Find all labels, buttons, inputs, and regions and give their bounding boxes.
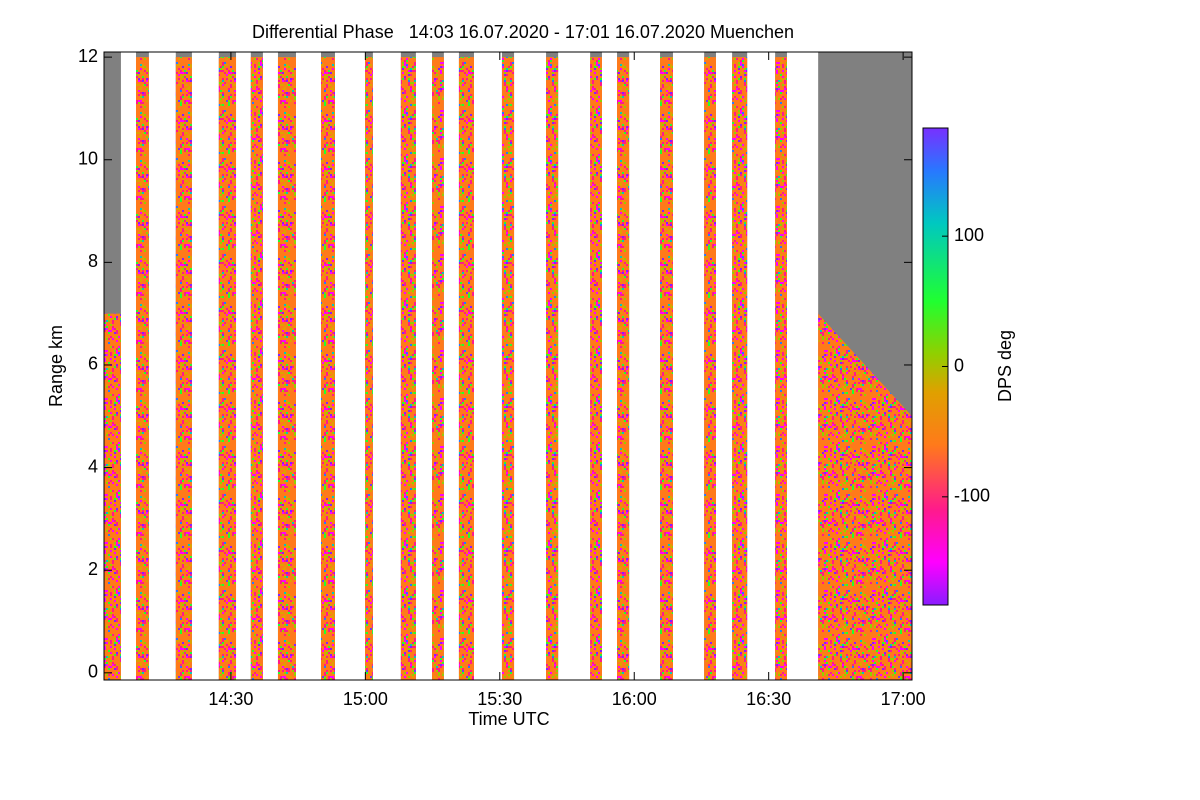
scan-data bbox=[775, 57, 787, 680]
y-tick-label: 8 bbox=[88, 251, 98, 271]
plot-frame bbox=[103, 51, 913, 681]
scan-data bbox=[365, 57, 373, 680]
x-tick-label: 15:30 bbox=[477, 689, 522, 709]
chart-title: Differential Phase 14:03 16.07.2020 - 17… bbox=[252, 22, 794, 42]
x-tick-label: 16:30 bbox=[746, 689, 791, 709]
scan-data bbox=[218, 57, 237, 680]
scan-data bbox=[250, 57, 263, 680]
x-tick-label: 17:00 bbox=[881, 689, 926, 709]
scan-data bbox=[818, 313, 912, 680]
scan-data bbox=[400, 57, 416, 680]
y-axis-label: Range km bbox=[46, 325, 66, 407]
scan-data bbox=[432, 57, 444, 680]
scan-data bbox=[590, 57, 602, 680]
scan-data bbox=[501, 57, 515, 680]
colorbar-tick-label: -100 bbox=[954, 486, 990, 506]
x-tick-label: 14:30 bbox=[208, 689, 253, 709]
x-axis-label: Time UTC bbox=[468, 709, 549, 729]
scan-data bbox=[277, 57, 296, 680]
y-tick-label: 4 bbox=[88, 456, 98, 476]
colorbar-tick-label: 100 bbox=[954, 225, 984, 245]
y-tick-label: 6 bbox=[88, 354, 98, 374]
scan-data bbox=[104, 313, 121, 680]
y-tick-label: 2 bbox=[88, 559, 98, 579]
colorbar-tick-label: 0 bbox=[954, 355, 964, 375]
y-tick-label: 10 bbox=[78, 148, 98, 168]
y-tick-label: 0 bbox=[88, 662, 98, 682]
scan-data bbox=[175, 57, 192, 680]
scan-data bbox=[704, 57, 716, 680]
x-tick-label: 15:00 bbox=[343, 689, 388, 709]
colorbar-label: DPS deg bbox=[995, 330, 1015, 402]
scan-data bbox=[546, 57, 559, 680]
x-tick-label: 16:00 bbox=[612, 689, 657, 709]
scan-data bbox=[732, 57, 748, 680]
scan-data bbox=[660, 57, 673, 680]
scan-data bbox=[320, 57, 335, 680]
scan-data bbox=[458, 57, 474, 680]
scan-data bbox=[617, 57, 630, 680]
scan-data bbox=[135, 57, 149, 680]
y-tick-label: 12 bbox=[78, 46, 98, 66]
